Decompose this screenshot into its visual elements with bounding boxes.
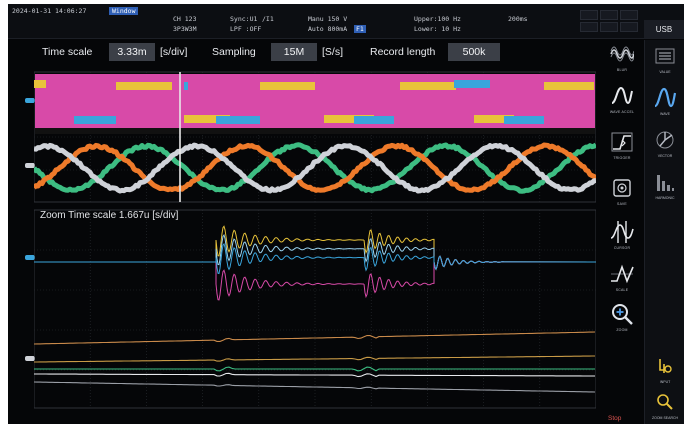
channel-label: CH 123	[173, 15, 196, 23]
sampling-label: Sampling	[212, 46, 256, 58]
indicator	[580, 22, 598, 32]
datetime: 2024-01-31 14:06:27	[12, 7, 86, 15]
save-button[interactable]: Save	[604, 176, 640, 216]
lpf-label: LPF :OFF	[230, 25, 261, 33]
usb-tab[interactable]: USB	[644, 20, 684, 38]
time-label: 200ms	[508, 15, 528, 23]
trigger-icon	[609, 130, 635, 154]
trace-gray	[34, 382, 595, 392]
vector-icon	[652, 128, 678, 152]
time-scale-label: Time scale	[42, 46, 92, 58]
indicator	[620, 10, 638, 20]
band-yellow	[260, 82, 315, 90]
search-icon	[652, 390, 678, 414]
right-label: Value	[659, 70, 670, 74]
record-length-value[interactable]: 500k	[448, 43, 500, 61]
status-bar: 2024-01-31 14:06:27 Window CH 123 Sync:U…	[8, 4, 684, 39]
zoom-icon	[609, 302, 635, 326]
save-icon	[609, 176, 635, 200]
right-label: Wave	[660, 112, 670, 116]
band-waveforms	[34, 74, 595, 134]
side-label: Blur	[617, 68, 627, 72]
run-state: Stop	[608, 415, 621, 422]
trace-white	[34, 373, 595, 376]
sampling-value[interactable]: 15M	[271, 43, 317, 61]
trigger-button[interactable]: Trigger	[604, 130, 640, 170]
wave-button[interactable]: Wave	[648, 86, 682, 124]
auto-range: Auto 800mA	[308, 25, 347, 33]
right-label: Vector	[658, 154, 673, 158]
band-blue	[454, 80, 490, 88]
waveform-blur-icon	[609, 42, 635, 66]
waveform-area[interactable]	[34, 70, 596, 410]
indicator	[580, 10, 598, 20]
side-label: Trigger	[613, 156, 630, 160]
zoom-button[interactable]: Zoom	[604, 302, 640, 342]
trace-green	[34, 367, 595, 371]
cursor-icon	[609, 220, 635, 244]
zoom-search-button[interactable]: Zoom search	[648, 390, 682, 424]
indicator	[600, 22, 618, 32]
right-panel: Value Wave Vector Harmonic Input	[644, 40, 684, 424]
waveform-line-icon	[609, 84, 635, 108]
cursor-button[interactable]: Cursor	[604, 220, 640, 260]
harmonic-icon	[652, 170, 678, 194]
sampling-unit: [S/s]	[322, 46, 343, 58]
acquisition-settings: Time scale 3.33m [s/div] Sampling 15M [S…	[8, 40, 598, 66]
range-label: Manu 150 V	[308, 15, 347, 23]
wave-accel-button[interactable]: Wave Accel	[604, 84, 640, 124]
side-label: Zoom	[616, 328, 627, 332]
vector-button[interactable]: Vector	[648, 128, 682, 166]
instrument-display: 2024-01-31 14:06:27 Window CH 123 Sync:U…	[8, 4, 684, 424]
sync-label: Sync:U1	[230, 15, 257, 23]
zoom-time-scale: Zoom Time scale 1.667u [s/div]	[40, 210, 178, 221]
time-scale-value[interactable]: 3.33m	[109, 43, 155, 61]
lower-traces	[34, 332, 595, 392]
band-blue	[74, 116, 116, 124]
indicator	[620, 22, 638, 32]
trace-amber	[34, 356, 595, 362]
zoom-wave-yellow	[34, 226, 596, 269]
band-blue	[216, 116, 260, 124]
band-blue	[504, 116, 544, 124]
fx-chip: F1	[354, 25, 366, 33]
side-label: Wave Accel	[610, 110, 634, 114]
waveform-svg[interactable]	[34, 70, 596, 410]
band-yellow	[116, 82, 172, 90]
band-yellow	[544, 82, 594, 90]
record-length-label: Record length	[370, 46, 435, 58]
trace-orange	[34, 332, 595, 344]
side-menu: Blur Wave Accel Trigger Save Cursor	[600, 40, 642, 424]
band-yellow	[34, 80, 46, 88]
band-gap	[35, 128, 595, 134]
time-scale-unit: [s/div]	[160, 46, 187, 58]
right-label: Harmonic	[655, 196, 674, 200]
indicator	[600, 10, 618, 20]
input-icon	[652, 354, 678, 378]
scale-icon	[609, 262, 635, 286]
wave-icon	[652, 86, 678, 110]
band-blue	[184, 82, 188, 90]
side-label: Save	[617, 202, 627, 206]
zoom-wave-magenta	[34, 256, 596, 300]
mode-chip[interactable]: Window	[109, 7, 138, 15]
value-button[interactable]: Value	[648, 44, 682, 82]
status-indicator-grid	[580, 10, 638, 32]
side-label: Cursor	[614, 246, 630, 250]
scale-button[interactable]: Scale	[604, 262, 640, 302]
band-blue	[354, 116, 394, 124]
input-button[interactable]: Input	[648, 354, 682, 392]
band-yellow	[400, 82, 456, 90]
lower-freq: Lower: 10 Hz	[414, 25, 461, 33]
right-label: Input	[660, 380, 671, 384]
wiring-label: 3P3W3M	[173, 25, 196, 33]
right-label: Zoom search	[652, 416, 678, 420]
sync-extra: /I1	[262, 15, 274, 23]
harmonic-button[interactable]: Harmonic	[648, 170, 682, 208]
upper-freq: Upper:100 Hz	[414, 15, 461, 23]
blur-button[interactable]: Blur	[604, 42, 640, 82]
side-label: Scale	[616, 288, 628, 292]
value-icon	[652, 44, 678, 68]
